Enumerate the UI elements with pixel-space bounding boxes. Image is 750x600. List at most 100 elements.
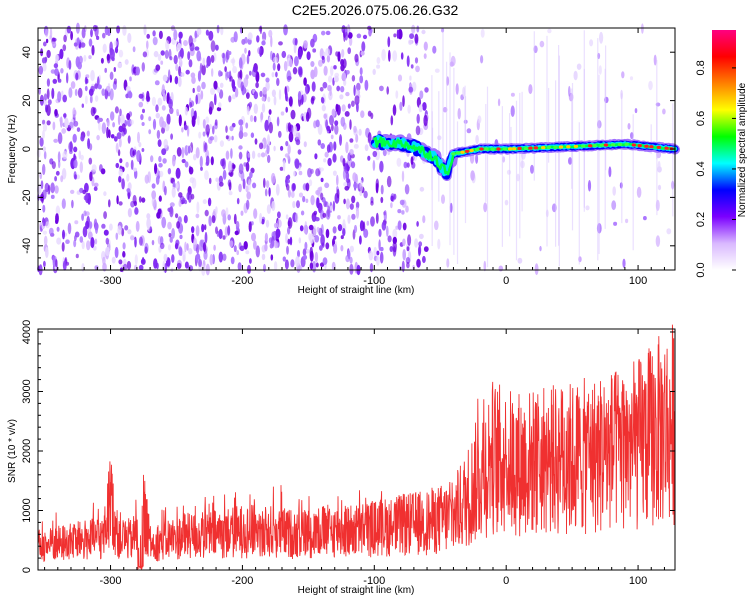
snr-x-ticks: -300 -200 -100 0 100 [44,329,665,587]
spectrogram-cell [154,163,158,175]
spectrogram-cell [218,70,222,77]
spectrogram-cell [134,207,139,215]
spectrogram-cell [247,152,251,158]
spectrogram-cell [182,250,186,263]
signal-hotspot [558,145,564,149]
spectrogram-cell [336,104,341,116]
spectrogram-cell [372,150,378,158]
spectrogram-cell [100,57,104,64]
spectrogram-cell [179,47,184,59]
spectrogram-cell [208,177,212,185]
spectrogram-cell [302,195,306,203]
spectrogram-cell [267,154,271,164]
spectrogram-cell [254,138,258,145]
signal-hotspot [496,147,501,151]
spectrogram-cell [210,156,214,166]
spectrogram-cell [161,126,165,134]
spectrogram-cell [404,184,410,195]
spectrogram-cell [196,85,201,93]
spectrogram-cell [222,253,227,261]
spectrogram-cell [275,71,278,78]
spectrogram-cell [397,209,402,214]
spectrogram-cell [414,33,419,44]
spectrogram-cell [59,117,63,123]
spectrogram-cell [146,217,151,230]
spectrogram-cell [264,232,268,242]
spectrogram-cell [402,238,406,247]
spectrogram-cell [324,151,329,158]
spectrogram-cell [343,182,348,187]
signal-hotspot [479,147,484,151]
spectrogram-cell [81,103,85,108]
spectrogram-cell [213,135,218,143]
spectrogram-cell [191,226,195,234]
spectrogram-cell [302,248,307,256]
spectrogram-cell [406,162,410,168]
spectrogram-cell [178,200,182,207]
spectrogram-cell [380,196,384,204]
spectrogram-cell [176,108,179,115]
spectrogram-cell [325,48,330,57]
y-tick-label: 4000 [21,320,33,344]
spectrogram-cell [310,168,314,174]
spectrogram-cell [69,140,73,153]
spectrogram-cell [66,25,72,34]
spectrogram-cell [321,30,326,36]
spectrogram-cell [376,255,380,266]
spectrogram-cell [239,125,243,134]
spectrogram-cell [294,159,300,169]
spectrogram-cell [480,55,484,64]
spectrogram-cell [188,35,193,47]
x-tick-label: 0 [503,575,509,587]
signal-hotspot [465,149,470,153]
spectrogram-cell [85,220,90,230]
spectrogram-cell [316,226,320,233]
spectrogram-cell [207,197,212,207]
spectrogram-cell [419,233,424,240]
spectrogram-cell [175,213,179,219]
spectrogram-cell [612,186,616,196]
spectrogram-cell [179,234,183,240]
spectrogram-cell [386,225,389,237]
spectrogram-cell [205,116,210,124]
spectrogram-cell [43,151,47,160]
spectrogram-cell [331,124,334,132]
spectrogram-cell [43,93,48,101]
spectrogram-cell [298,68,303,78]
spectrogram-cell [378,228,382,238]
spectrogram-cell [238,119,244,126]
y-tick-label: 2000 [21,439,33,463]
spectrogram-cell [510,105,515,117]
spectrogram-cell [90,28,93,38]
spectrogram-cell [116,195,119,205]
spectrogram-cell [118,201,123,206]
spectrogram-cell [418,246,421,257]
spectrogram-cell [191,37,197,43]
spectrogram-cell [163,253,168,262]
spectrogram-cell [50,194,55,199]
signal-hotspot [469,148,474,153]
spectrogram-cell [225,70,229,81]
spectrogram-cell [396,157,402,167]
spectrogram-cell [326,125,331,132]
spectrogram-cell [132,46,136,53]
spectrogram-cell [424,87,429,93]
spectrogram-cell [171,228,176,239]
spectrogram-cell [81,240,85,250]
signal-hotspot [631,143,637,147]
spectrogram-cell [138,93,144,99]
spectrogram-cell [129,76,132,82]
spectrogram-cell [102,43,107,53]
spectrogram-cell [70,30,73,41]
spectrogram-cell [142,51,148,58]
spectrogram-cell [221,158,226,170]
spectrogram-cell [161,105,166,111]
spectrogram-cell [397,220,402,231]
spectrogram-cell [211,215,216,224]
spectrogram-cell [154,80,160,86]
spectrogram-cell [82,189,86,195]
spectrogram-cell [383,210,387,222]
spectrogram-cell [225,207,229,216]
spectrogram-cell [355,201,360,209]
spectrogram-cell [46,104,51,117]
